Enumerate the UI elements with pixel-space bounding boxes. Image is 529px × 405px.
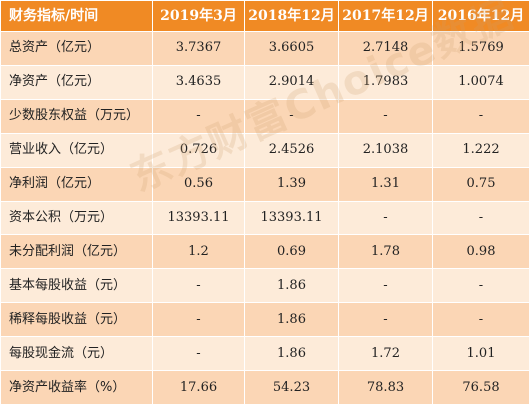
row-label: 少数股东权益（万元） <box>0 98 153 134</box>
row-value: 17.66 <box>152 370 245 405</box>
row-value: 0.75 <box>432 166 529 202</box>
row-value: 0.98 <box>432 234 529 270</box>
header-indicator-time: 财务指标/时间 <box>0 0 153 32</box>
row-label: 资本公积（万元） <box>0 200 153 236</box>
row-label: 每股现金流（元） <box>0 336 153 372</box>
row-value: - <box>152 302 245 338</box>
table-row: 总资产（亿元） 3.7367 3.6605 2.7148 1.5769 <box>0 31 529 66</box>
row-value: - <box>432 302 529 338</box>
row-value: - <box>338 200 433 236</box>
row-value: 76.58 <box>432 370 529 405</box>
row-value: 3.7367 <box>152 31 245 66</box>
row-value: 2.9014 <box>244 64 339 100</box>
row-label: 未分配利润（亿元） <box>0 234 153 270</box>
table-row: 净资产收益率（%） 17.66 54.23 78.83 76.58 <box>0 370 529 405</box>
row-value: 1.01 <box>432 336 529 372</box>
row-value: 3.6605 <box>244 31 339 66</box>
row-value: 0.726 <box>152 132 245 168</box>
header-2017-12: 2017年12月 <box>338 0 433 32</box>
table-row: 每股现金流（元） -1.86 1.72 1.01 <box>0 336 529 372</box>
row-value: - <box>152 268 245 304</box>
row-value: 1.7983 <box>338 64 433 100</box>
row-label: 基本每股收益（元） <box>0 268 153 304</box>
row-value: 1.72 <box>338 336 433 372</box>
row-value: 13393.11 <box>244 200 339 236</box>
row-value: - <box>338 268 433 304</box>
row-value: - <box>152 336 245 372</box>
row-value: 78.83 <box>338 370 433 405</box>
row-value: 2.7148 <box>338 31 433 66</box>
row-value: 3.4635 <box>152 64 245 100</box>
row-label: 总资产（亿元） <box>0 31 153 66</box>
row-value: 2.4526 <box>244 132 339 168</box>
row-value: - <box>244 98 339 134</box>
row-value: 1.39 <box>244 166 339 202</box>
table-row: 未分配利润（亿元） 1.2 0.69 1.78 0.98 <box>0 234 529 270</box>
row-label: 营业收入（亿元） <box>0 132 153 168</box>
row-value: 1.2 <box>152 234 245 270</box>
row-value: 1.78 <box>338 234 433 270</box>
header-2019-03: 2019年3月 <box>152 0 245 32</box>
header-2016-12: 2016年12月 <box>432 0 529 32</box>
row-value: 54.23 <box>244 370 339 405</box>
row-value: 1.86 <box>244 268 339 304</box>
row-value: - <box>338 302 433 338</box>
header-2018-12: 2018年12月 <box>244 0 339 32</box>
row-value: - <box>432 268 529 304</box>
row-label: 净利润（亿元） <box>0 166 153 202</box>
row-value: 1.222 <box>432 132 529 168</box>
header-row: 财务指标/时间 2019年3月 2018年12月 2017年12月 2016年1… <box>0 0 529 32</box>
row-value: 1.31 <box>338 166 433 202</box>
row-value: 1.86 <box>244 302 339 338</box>
table-row: 少数股东权益（万元） - - - - <box>0 98 529 134</box>
table-row: 营业收入（亿元） 0.726 2.4526 2.1038 1.222 <box>0 132 529 168</box>
row-value: 0.56 <box>152 166 245 202</box>
table-row: 基本每股收益（元） -1.86- - <box>0 268 529 304</box>
table-row: 净资产（亿元） 3.4635 2.9014 1.7983 1.0074 <box>0 64 529 100</box>
row-value: - <box>432 200 529 236</box>
row-value: - <box>338 98 433 134</box>
row-value: 0.69 <box>244 234 339 270</box>
row-value: 1.5769 <box>432 31 529 66</box>
table-row: 资本公积（万元） 13393.11 13393.11- - <box>0 200 529 236</box>
row-label: 净资产（亿元） <box>0 64 153 100</box>
row-value: 2.1038 <box>338 132 433 168</box>
row-value: 1.0074 <box>432 64 529 100</box>
row-label: 稀释每股收益（元） <box>0 302 153 338</box>
row-value: 1.86 <box>244 336 339 372</box>
table-row: 稀释每股收益（元） -1.86- - <box>0 302 529 338</box>
row-value: - <box>152 98 245 134</box>
row-label: 净资产收益率（%） <box>0 370 153 405</box>
row-value: 13393.11 <box>152 200 245 236</box>
row-value: - <box>432 98 529 134</box>
table-row: 净利润（亿元） 0.56 1.39 1.31 0.75 <box>0 166 529 202</box>
